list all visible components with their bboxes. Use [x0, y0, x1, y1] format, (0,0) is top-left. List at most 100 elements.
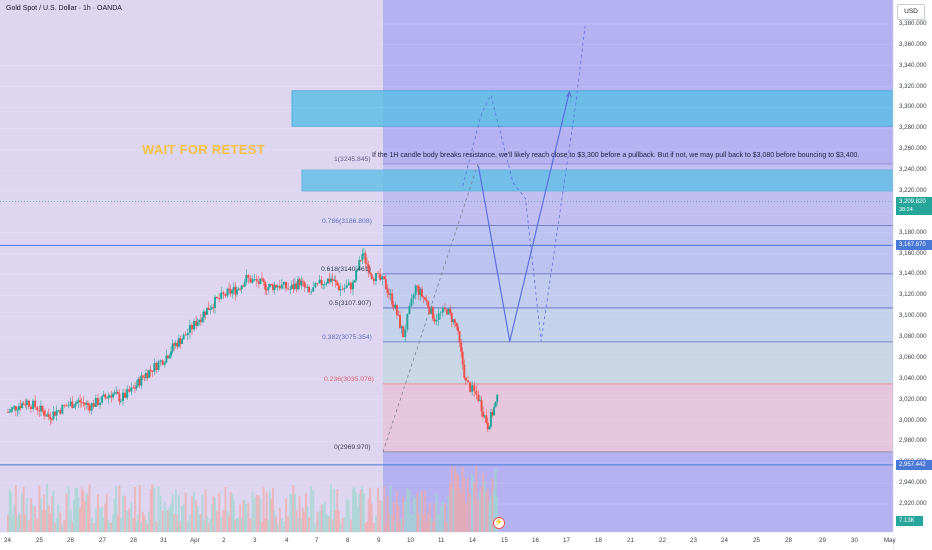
volume-bar: [90, 517, 93, 532]
y-tick-label: 3,360.000: [899, 40, 927, 48]
candle-body: [483, 415, 486, 417]
volume-bar: [144, 520, 147, 532]
candle-body: [457, 326, 460, 332]
lightning-icon[interactable]: ⚡: [493, 517, 505, 529]
volume-bar: [485, 492, 488, 532]
candle-body: [295, 283, 298, 290]
candle-body: [67, 405, 70, 407]
volume-bar: [140, 521, 143, 532]
fib-trend-line: [382, 163, 479, 452]
candle-body: [203, 311, 205, 318]
candle-body: [196, 322, 199, 326]
candle-body: [79, 400, 82, 403]
volume-bar: [21, 493, 24, 532]
volume-bar: [489, 495, 492, 532]
candle-body: [443, 308, 446, 310]
candle-body: [431, 307, 434, 320]
volume-bar: [461, 467, 464, 532]
candle-body: [312, 287, 315, 292]
candle-body: [337, 285, 340, 291]
candle-body: [17, 406, 20, 410]
candle-body: [402, 326, 405, 338]
y-tick-label: 3,240.000: [899, 166, 927, 174]
candle-body: [141, 375, 144, 378]
y-tick-label: 3,140.000: [899, 270, 927, 278]
volume-bar: [115, 486, 118, 532]
candle-body: [494, 401, 497, 408]
candle-body: [98, 402, 101, 406]
volume-bar: [228, 515, 231, 532]
candle-body: [75, 402, 78, 404]
volume-bar: [138, 484, 141, 532]
volume-bar: [206, 516, 209, 532]
candle-body: [328, 278, 331, 282]
volume-bar: [43, 494, 46, 532]
candle-body: [226, 288, 229, 296]
volume-bar: [443, 503, 446, 532]
wait-for-retest-label: WAIT FOR RETEST: [142, 142, 265, 157]
y-tick-label: 3,000.000: [899, 416, 927, 424]
projection-path-b: [462, 26, 586, 342]
volume-bar: [420, 490, 423, 532]
candle-body: [486, 422, 489, 430]
candle-body: [148, 369, 151, 378]
candle-body: [369, 272, 372, 275]
volume-bar: [478, 491, 481, 532]
candle-body: [359, 260, 362, 261]
volume-bar: [201, 495, 204, 532]
candle-body: [471, 385, 474, 392]
candle-body: [182, 334, 185, 340]
candle-body: [290, 284, 293, 289]
candle-body: [107, 395, 110, 399]
candle-body: [32, 400, 35, 409]
volume-bar: [110, 522, 113, 532]
volume-bar: [188, 514, 191, 532]
volume-bar: [132, 518, 135, 532]
volume-bar: [10, 492, 13, 532]
volume-bar: [480, 487, 483, 532]
volume-bar: [102, 517, 105, 532]
y-tick-label: 3,180.000: [899, 228, 927, 236]
volume-bar: [119, 517, 122, 532]
currency-button[interactable]: USD: [897, 4, 925, 20]
volume-bar: [262, 487, 265, 532]
volume-bar: [50, 496, 53, 532]
candle-body: [437, 313, 440, 320]
x-tick-label: 28: [785, 537, 792, 544]
fib-label: 0(2969.970): [334, 443, 371, 451]
candle-body: [287, 288, 290, 290]
candle-body: [135, 385, 138, 389]
candle-body: [343, 287, 346, 290]
volume-bar: [137, 514, 140, 532]
candle-body: [8, 411, 11, 413]
candle-body: [449, 308, 452, 313]
volume-bar: [389, 485, 392, 532]
candle-body: [351, 282, 354, 290]
candle-body: [453, 319, 456, 324]
volume-bar: [356, 506, 359, 532]
candle-body: [173, 343, 176, 346]
volume-bar: [270, 499, 273, 532]
candle-body: [110, 395, 113, 398]
y-tick-label: 3,040.000: [899, 374, 927, 382]
x-tick-label: May: [884, 537, 896, 544]
volume-bar: [486, 488, 489, 532]
countdown-text: 38:24: [899, 207, 913, 213]
volume-bar: [19, 514, 22, 532]
candle-body: [207, 307, 210, 310]
volume-bar: [397, 505, 400, 532]
volume-bar: [337, 510, 340, 532]
candle-body: [458, 331, 461, 343]
candle-body: [19, 406, 22, 408]
x-tick-label: 23: [690, 537, 697, 544]
candle-body: [186, 332, 189, 336]
volume-bar: [419, 493, 422, 532]
candle-body: [247, 275, 250, 278]
volume-bar: [406, 488, 409, 532]
candle-body: [201, 317, 204, 322]
candle-body: [85, 402, 88, 405]
chart-background: [0, 0, 383, 532]
volume-bar: [11, 514, 14, 532]
